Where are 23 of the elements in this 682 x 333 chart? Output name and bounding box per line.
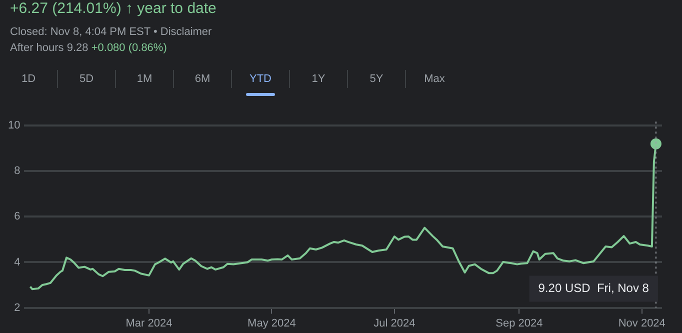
x-tick-label: May 2024 <box>248 317 296 330</box>
x-tick-label: Nov 2024 <box>618 317 666 330</box>
text: 6M <box>173 70 231 88</box>
text: 1M <box>115 70 173 88</box>
chart-title: +6.27 (214.01%) ↑ year to date <box>10 0 216 17</box>
y-tick-label: 2 <box>14 302 20 314</box>
text: After hours 9.28 <box>10 42 88 54</box>
y-tick-label: 8 <box>14 165 20 178</box>
x-tick-label: Sep 2024 <box>496 317 543 330</box>
y-tick-label: 10 <box>8 120 20 132</box>
text: Max <box>405 70 463 88</box>
text: 5Y <box>347 70 405 88</box>
y-tick-label: 4 <box>14 256 20 268</box>
y-tick-label: 6 <box>14 210 20 223</box>
text: YTD <box>231 70 289 88</box>
text: 5D <box>57 70 115 88</box>
chart-subtitle: Closed: Nov 8, 4:04 PM EST • Disclaimer <box>10 26 212 38</box>
text: 1Y <box>289 70 347 88</box>
text: 1D <box>20 72 37 87</box>
annotation: 9.20 USD Fri, Nov 8 <box>538 281 650 296</box>
text: +0.080 (0.86%) <box>91 42 167 54</box>
x-tick-label: Mar 2024 <box>126 317 172 330</box>
x-tick-label: Jul 2024 <box>374 317 416 330</box>
